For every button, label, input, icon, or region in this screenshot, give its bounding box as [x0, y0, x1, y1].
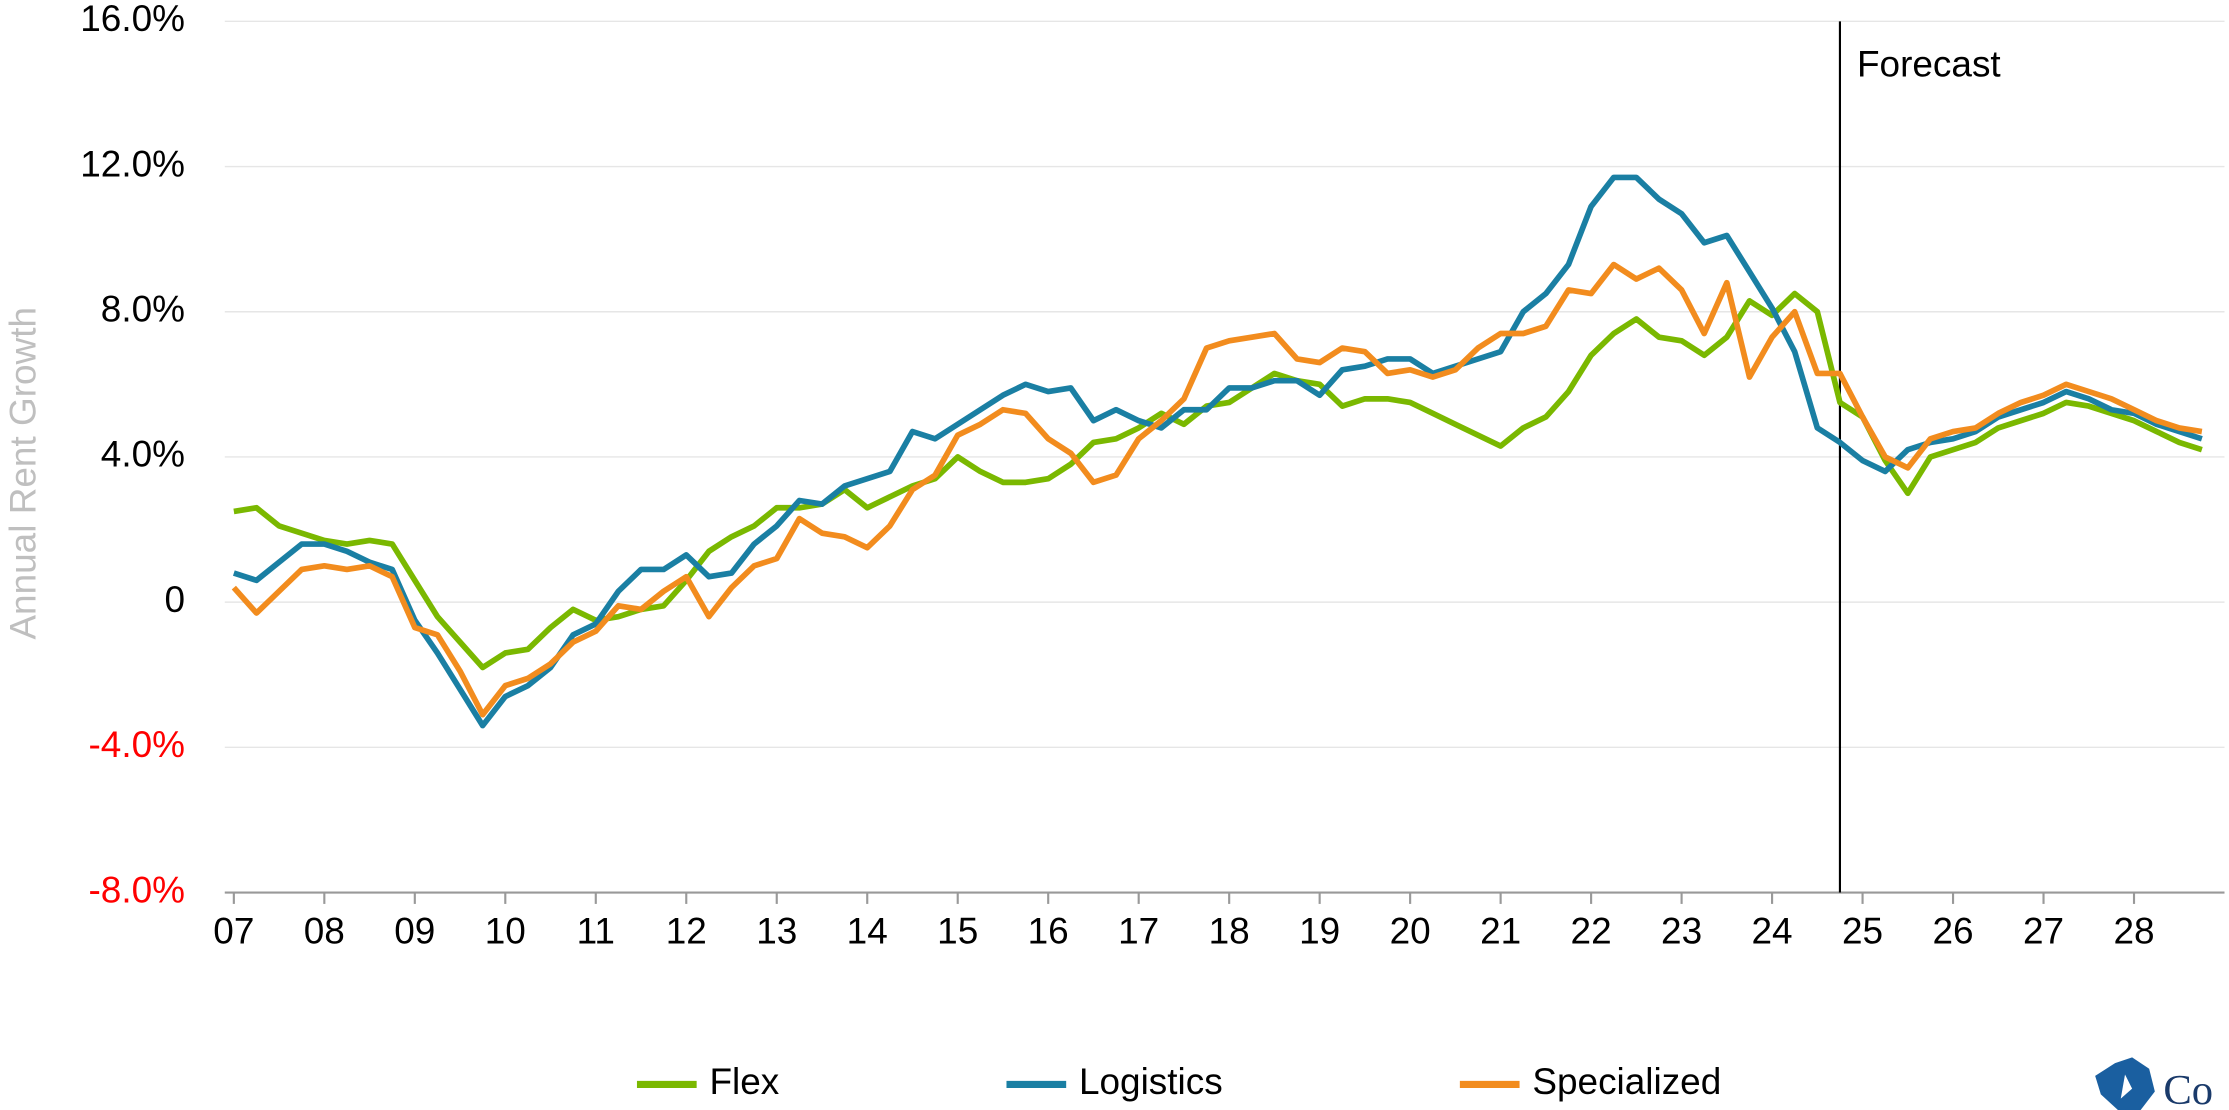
- annotation: Forecast: [1857, 44, 2001, 85]
- x-tick-label: 22: [1571, 911, 1612, 952]
- y-tick-label: 4.0%: [101, 434, 185, 475]
- x-tick-label: 27: [2023, 911, 2064, 952]
- y-tick-label: 0: [164, 579, 185, 620]
- y-tick-label: -4.0%: [88, 724, 185, 765]
- x-tick-label: 15: [937, 911, 978, 952]
- x-tick-label: 28: [2113, 911, 2154, 952]
- x-tick-label: 17: [1118, 911, 1159, 952]
- x-tick-label: 24: [1752, 911, 1793, 952]
- x-tick-label: 23: [1661, 911, 1702, 952]
- y-tick-label: 12.0%: [80, 143, 185, 184]
- x-tick-label: 12: [666, 911, 707, 952]
- legend-label: Logistics: [1079, 1061, 1223, 1102]
- legend-label: Specialized: [1532, 1061, 1721, 1102]
- x-tick-label: 09: [394, 911, 435, 952]
- y-tick-label: -8.0%: [88, 869, 185, 910]
- x-tick-label: 11: [577, 911, 615, 952]
- y-axis-label: Annual Rent Growth: [3, 307, 44, 640]
- series-line: [233, 290, 2203, 671]
- x-tick-label: 25: [1842, 911, 1883, 952]
- logo-text: Co: [2163, 1067, 2213, 1110]
- series-line: [232, 174, 2203, 729]
- x-tick-label: 21: [1480, 911, 1521, 952]
- y-tick-label: 8.0%: [101, 288, 185, 329]
- x-tick-label: 13: [756, 911, 797, 952]
- x-tick-label: 16: [1028, 911, 1069, 952]
- x-tick-label: 20: [1390, 911, 1431, 952]
- y-tick-label: 16.0%: [80, 0, 185, 39]
- x-tick-label: 10: [485, 911, 526, 952]
- x-tick-label: 19: [1299, 911, 1340, 952]
- x-tick-label: 07: [213, 911, 254, 952]
- logo: Co: [2095, 1057, 2213, 1110]
- series-line: [231, 261, 2203, 718]
- legend-label: Flex: [709, 1061, 779, 1102]
- x-tick-label: 26: [1932, 911, 1973, 952]
- x-tick-label: 08: [304, 911, 345, 952]
- logo-mark-cut: [2120, 1074, 2133, 1099]
- x-tick-label: 18: [1209, 911, 1250, 952]
- x-tick-label: 14: [847, 911, 888, 952]
